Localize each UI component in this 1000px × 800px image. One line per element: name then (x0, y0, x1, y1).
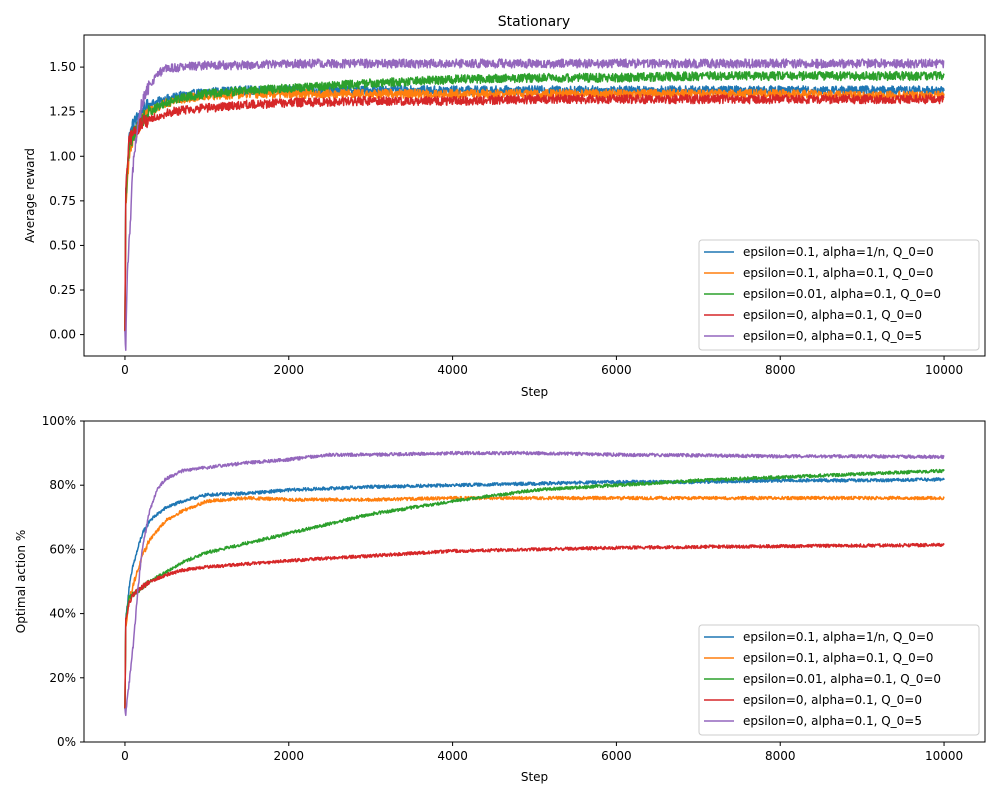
x-tick-label: 2000 (273, 749, 304, 763)
x-tick-label: 8000 (765, 363, 796, 377)
y-tick-label: 60% (49, 542, 76, 556)
y-tick-label: 1.25 (49, 105, 76, 119)
y-tick-label: 20% (49, 671, 76, 685)
legend-box (698, 239, 980, 351)
y-tick-label: 0.75 (49, 194, 76, 208)
legend-entry: epsilon=0.1, alpha=0.1, Q_0=0 (743, 266, 933, 280)
series-group (124, 450, 945, 717)
legend-entry: epsilon=0.1, alpha=1/n, Q_0=0 (743, 630, 934, 644)
y-tick-label: 40% (49, 607, 76, 621)
legend-box (698, 624, 980, 736)
x-tick-label: 6000 (601, 749, 632, 763)
series-line-5 (124, 450, 945, 717)
x-tick-label: 2000 (273, 363, 304, 377)
y-tick-label: 100% (42, 414, 76, 428)
axes-frame (83, 420, 986, 743)
axes-frame (83, 34, 986, 357)
legend: epsilon=0.1, alpha=1/n, Q_0=0 epsilon=0.1… (698, 624, 980, 736)
legend-entry: epsilon=0.01, alpha=0.1, Q_0=0 (743, 287, 941, 301)
x-tick-label: 10000 (925, 749, 963, 763)
series-line-5 (124, 58, 945, 351)
y-tick-label: 0.00 (49, 328, 76, 342)
legend-entry: epsilon=0, alpha=0.1, Q_0=0 (743, 693, 922, 707)
y-axis-label: Optimal action % (14, 530, 28, 633)
legend-entry: epsilon=0.1, alpha=1/n, Q_0=0 (743, 245, 934, 259)
series-line-3 (124, 70, 945, 332)
legend-entry: epsilon=0, alpha=0.1, Q_0=5 (743, 329, 922, 343)
x-axis-label: Step (521, 385, 548, 399)
y-tick-label: 0.25 (49, 283, 76, 297)
legend-entry: epsilon=0, alpha=0.1, Q_0=0 (743, 308, 922, 322)
y-tick-label: 80% (49, 478, 76, 492)
y-tick-label: 0.50 (49, 238, 76, 252)
panel-optimal-action: 0 2000 4000 6000 8000 10000 0% 20% 40% 60% 80% 100%… (14, 414, 986, 784)
y-tick-label: 1.50 (49, 60, 76, 74)
x-tick-label: 6000 (601, 363, 632, 377)
y-tick-label: 0% (57, 735, 76, 749)
series-line-4 (124, 542, 945, 709)
x-tick-label: 4000 (437, 363, 468, 377)
legend-entry: epsilon=0.01, alpha=0.1, Q_0=0 (743, 672, 941, 686)
chart-title: Stationary (498, 14, 570, 30)
x-axis-label: Step (521, 770, 548, 784)
y-axis-label: Average reward (23, 148, 37, 243)
panel-average-reward: 0 2000 4000 6000 8000 10000 0.00 0.25 0.50 0.75 1.… (23, 34, 986, 399)
y-tick-label: 1.00 (49, 149, 76, 163)
x-tick-label: 0 (121, 363, 129, 377)
series-group (124, 58, 945, 351)
series-line-2 (124, 495, 945, 709)
legend: epsilon=0.1, alpha=1/n, Q_0=0 epsilon=0.1… (698, 239, 980, 351)
x-tick-label: 4000 (437, 749, 468, 763)
x-tick-label: 10000 (925, 363, 963, 377)
legend-entry: epsilon=0, alpha=0.1, Q_0=5 (743, 714, 922, 728)
series-line-4 (124, 94, 945, 332)
series-line-3 (124, 468, 945, 709)
x-tick-label: 8000 (765, 749, 796, 763)
x-tick-label: 0 (121, 749, 129, 763)
series-line-1 (124, 477, 945, 709)
legend-entry: epsilon=0.1, alpha=0.1, Q_0=0 (743, 651, 933, 665)
